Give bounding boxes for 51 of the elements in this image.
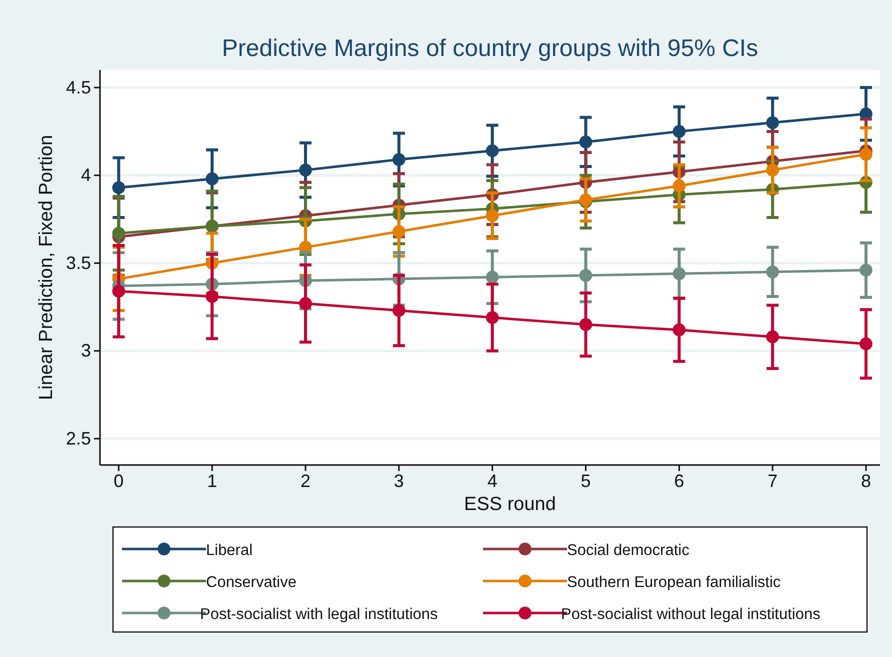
- x-tick-label: 6: [674, 470, 684, 491]
- point: [672, 267, 686, 280]
- chart-title: Predictive Margins of country groups with 95% CIs: [222, 35, 758, 62]
- point: [392, 304, 406, 317]
- y-tick-label: 3: [80, 340, 91, 361]
- x-axis-title: ESS round: [464, 494, 556, 515]
- y-tick-label: 3.5: [66, 252, 91, 273]
- point: [579, 136, 592, 148]
- x-tick-label: 3: [394, 470, 404, 491]
- point: [672, 179, 686, 192]
- point: [299, 297, 312, 310]
- x-tick-label: 5: [580, 470, 591, 491]
- point: [206, 290, 219, 303]
- x-tick-label: 7: [768, 470, 778, 491]
- point: [672, 125, 686, 138]
- point: [392, 153, 406, 166]
- x-tick-label: 1: [207, 470, 218, 491]
- point: [299, 164, 312, 176]
- x-tick-label: 2: [300, 470, 311, 491]
- point: [486, 270, 499, 284]
- point: [486, 209, 499, 222]
- point: [486, 144, 499, 158]
- point: [579, 318, 592, 331]
- y-tick-label: 2.5: [66, 428, 91, 448]
- point: [766, 116, 780, 130]
- legend-label: Liberal: [206, 542, 253, 559]
- y-tick-label: 4: [80, 165, 91, 186]
- point: [112, 284, 126, 298]
- legend-label: Social democratic: [567, 542, 690, 559]
- legend-label: Post-socialist with legal institutions: [200, 606, 438, 623]
- point: [672, 323, 686, 336]
- point: [112, 226, 126, 240]
- point: [766, 330, 780, 344]
- legend-label: Southern European familialistic: [567, 574, 781, 591]
- point: [860, 337, 872, 350]
- point: [486, 311, 499, 324]
- x-tick-label: 8: [860, 470, 871, 491]
- x-tick-label: 4: [487, 470, 498, 491]
- x-tick-label: 0: [114, 470, 124, 491]
- point: [860, 264, 872, 277]
- point: [766, 164, 780, 176]
- y-tick-label: 4.5: [66, 77, 91, 98]
- point: [766, 265, 780, 278]
- point: [206, 172, 219, 186]
- point: [579, 268, 592, 282]
- legend-label: Conservative: [206, 574, 296, 591]
- point: [860, 148, 872, 161]
- y-axis-title: Linear Prediction, Fixed Portion: [36, 134, 57, 400]
- point: [392, 225, 406, 238]
- point: [112, 181, 126, 194]
- legend-label: Post-socialist without legal institutions: [561, 606, 821, 623]
